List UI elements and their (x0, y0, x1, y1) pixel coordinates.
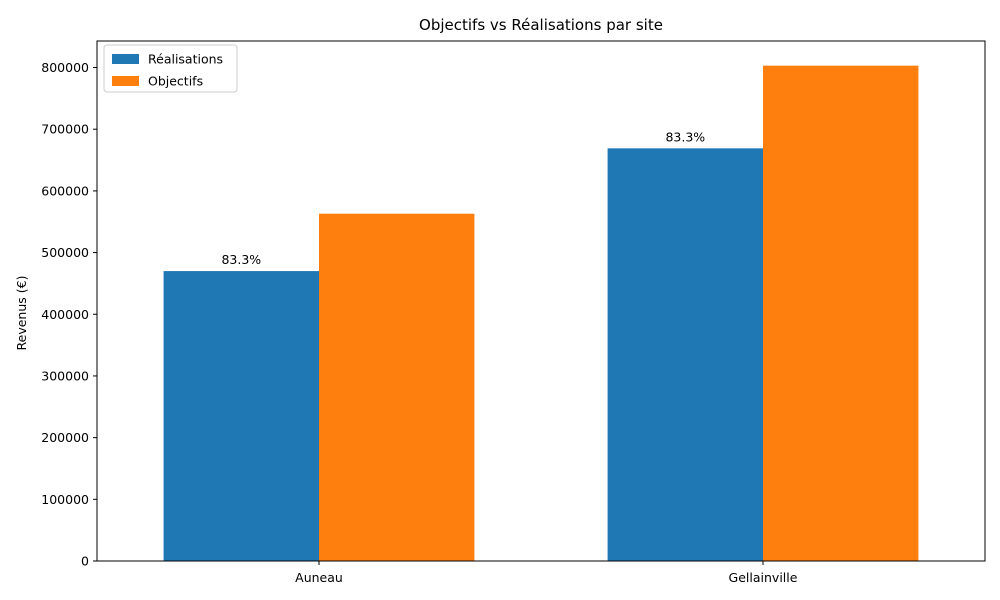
chart-title: Objectifs vs Réalisations par site (419, 16, 663, 34)
axes-layer: 0 100000 200000 300000 400000 500000 600000 700… (41, 40, 986, 585)
y-tick-label: 200000 (41, 430, 89, 445)
y-tick-label: 800000 (41, 60, 89, 75)
data-label-auneau: 83.3% (221, 252, 261, 267)
x-tick-label-gellainville: Gellainville (729, 570, 798, 585)
data-label-gellainville: 83.3% (665, 129, 705, 144)
y-tick-label: 300000 (41, 368, 89, 383)
y-tick-label: 400000 (41, 307, 89, 322)
legend-label: Objectifs (148, 74, 203, 89)
y-tick-label: 500000 (41, 245, 89, 260)
bar-objectifs-gellainville (763, 65, 919, 562)
x-tick-label-auneau: Auneau (295, 570, 343, 585)
bars-layer (163, 65, 919, 562)
y-axis-title: Revenus (€) (14, 276, 29, 351)
bar-r-alisations-auneau (163, 271, 319, 561)
legend-swatch (112, 54, 139, 64)
y-tick-label: 0 (81, 554, 89, 569)
y-tick-label: 600000 (41, 183, 89, 198)
legend-label: Réalisations (148, 52, 223, 67)
y-tick-label: 100000 (41, 492, 89, 507)
bar-objectifs-auneau (319, 213, 475, 561)
y-tick-label: 700000 (41, 122, 89, 137)
legend-swatch (112, 76, 139, 86)
data-labels-layer: 83.3% 83.3% (221, 129, 705, 267)
bar-r-alisations-gellainville (607, 148, 763, 561)
legend: Réalisations Objectifs (103, 44, 238, 93)
plot-frame (96, 40, 986, 562)
